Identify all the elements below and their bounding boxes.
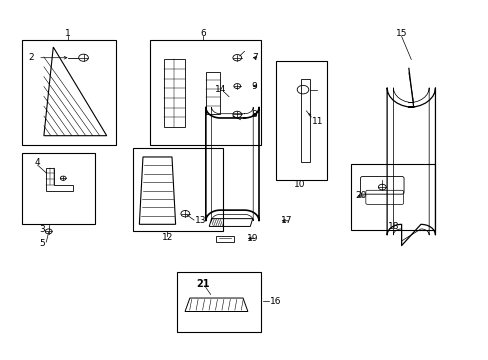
Text: 16: 16 bbox=[269, 297, 281, 306]
Bar bbox=[150, 40, 261, 145]
Bar bbox=[177, 272, 261, 332]
Text: 11: 11 bbox=[311, 117, 323, 126]
Bar bbox=[163, 59, 185, 127]
Bar bbox=[22, 153, 95, 224]
Text: 20: 20 bbox=[355, 192, 366, 201]
Bar bbox=[301, 79, 309, 162]
Text: 13: 13 bbox=[195, 216, 206, 225]
Text: 15: 15 bbox=[395, 30, 407, 39]
Text: 2: 2 bbox=[28, 53, 34, 62]
Text: 6: 6 bbox=[200, 30, 206, 39]
Text: 1: 1 bbox=[65, 30, 71, 39]
Text: 10: 10 bbox=[294, 180, 305, 189]
Bar bbox=[216, 236, 233, 242]
Text: 12: 12 bbox=[161, 233, 172, 242]
Bar bbox=[350, 164, 435, 230]
Text: 21: 21 bbox=[196, 279, 210, 289]
Text: 18: 18 bbox=[387, 221, 398, 230]
Text: 8: 8 bbox=[251, 110, 257, 119]
Text: 3: 3 bbox=[40, 225, 45, 234]
Bar bbox=[206, 72, 220, 114]
Text: 9: 9 bbox=[251, 82, 257, 91]
Text: 14: 14 bbox=[214, 85, 225, 94]
Text: 5: 5 bbox=[40, 239, 45, 248]
Text: 19: 19 bbox=[246, 234, 258, 243]
Bar bbox=[275, 61, 326, 180]
Bar bbox=[22, 40, 116, 145]
Bar bbox=[133, 148, 223, 231]
Text: 4: 4 bbox=[35, 158, 41, 167]
Text: 17: 17 bbox=[280, 216, 292, 225]
Text: 7: 7 bbox=[251, 53, 257, 62]
